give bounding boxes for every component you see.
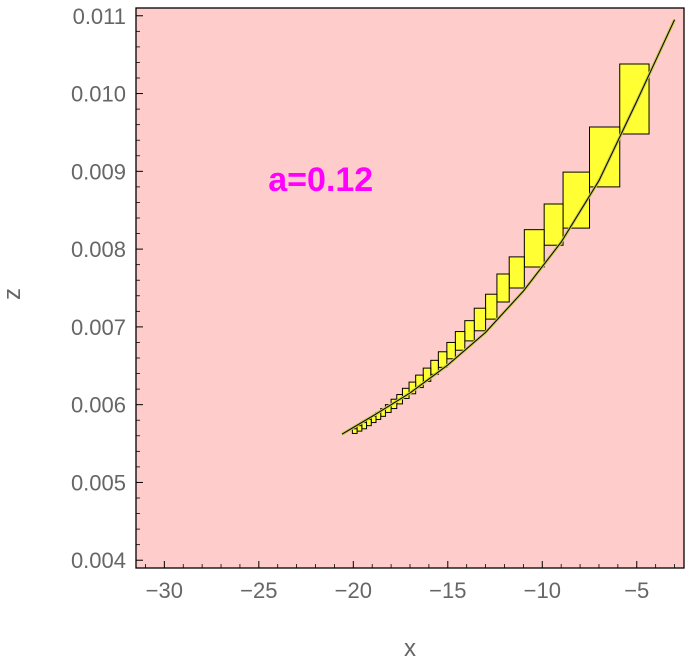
x-tick-label: −25 bbox=[240, 578, 277, 603]
enclosure-box bbox=[562, 171, 591, 229]
y-tick-label: 0.010 bbox=[71, 82, 126, 107]
annotation-label: a=0.12 bbox=[268, 161, 373, 199]
y-tick-label: 0.007 bbox=[71, 315, 126, 340]
x-tick-label: −15 bbox=[429, 578, 466, 603]
enclosure-box bbox=[485, 293, 498, 320]
y-tick-label: 0.011 bbox=[73, 4, 126, 29]
enclosure-box bbox=[351, 428, 358, 434]
x-tick-label: −20 bbox=[335, 578, 372, 603]
enclosure-box bbox=[589, 126, 621, 188]
y-tick-label: 0.005 bbox=[71, 470, 126, 495]
enclosure-box bbox=[523, 229, 545, 268]
y-axis-title: z bbox=[0, 288, 26, 300]
enclosure-box bbox=[543, 203, 564, 246]
enclosure-box bbox=[508, 256, 525, 289]
boxes-layer bbox=[351, 63, 650, 434]
enclosure-box bbox=[496, 273, 510, 303]
y-axis: 0.004 0.005 0.006 0.007 0.008 0.009 0.010 0.011 bbox=[71, 4, 143, 573]
enclosure-box bbox=[446, 341, 456, 360]
y-tick-label: 0.006 bbox=[71, 393, 126, 418]
curve-layer bbox=[341, 19, 676, 436]
x-axis: −30 −25 −20 −15 −10 −5 bbox=[145, 561, 675, 603]
enclosure-box bbox=[464, 320, 475, 342]
plot-background bbox=[136, 8, 684, 568]
y-tick-label: 0.009 bbox=[71, 159, 126, 184]
y-tick-label: 0.004 bbox=[71, 548, 126, 573]
y-tick-label: 0.008 bbox=[71, 237, 126, 262]
enclosure-box bbox=[473, 307, 487, 332]
enclosure-box bbox=[454, 331, 466, 351]
x-tick-label: −5 bbox=[624, 578, 649, 603]
enclosure-box bbox=[619, 63, 650, 135]
curve-series-line bbox=[341, 19, 676, 435]
x-axis-title: x bbox=[404, 635, 416, 662]
x-tick-label: −10 bbox=[524, 578, 561, 603]
x-tick-label: −30 bbox=[146, 578, 183, 603]
